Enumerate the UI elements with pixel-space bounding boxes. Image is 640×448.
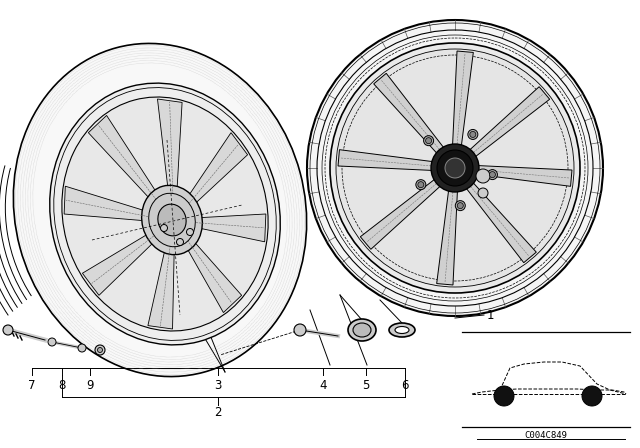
Circle shape bbox=[468, 129, 478, 139]
Text: 7: 7 bbox=[28, 379, 36, 392]
Text: 4: 4 bbox=[319, 379, 327, 392]
Polygon shape bbox=[436, 189, 458, 285]
Ellipse shape bbox=[141, 185, 202, 254]
Polygon shape bbox=[148, 237, 175, 329]
Text: 5: 5 bbox=[362, 379, 370, 392]
Circle shape bbox=[476, 169, 490, 183]
Text: 3: 3 bbox=[214, 379, 221, 392]
Polygon shape bbox=[468, 87, 550, 158]
Circle shape bbox=[307, 20, 603, 316]
Ellipse shape bbox=[389, 323, 415, 337]
Circle shape bbox=[490, 172, 495, 177]
Polygon shape bbox=[188, 214, 266, 242]
Polygon shape bbox=[452, 51, 474, 147]
Text: 2: 2 bbox=[214, 405, 221, 418]
Text: C004C849: C004C849 bbox=[525, 431, 568, 439]
Polygon shape bbox=[465, 182, 536, 263]
Text: 6: 6 bbox=[401, 379, 409, 392]
Polygon shape bbox=[88, 116, 164, 209]
Text: 9: 9 bbox=[86, 379, 93, 392]
Circle shape bbox=[416, 180, 426, 190]
Circle shape bbox=[336, 49, 574, 287]
Polygon shape bbox=[476, 165, 572, 186]
Polygon shape bbox=[182, 133, 248, 212]
Circle shape bbox=[418, 181, 424, 188]
Ellipse shape bbox=[348, 319, 376, 341]
Circle shape bbox=[177, 238, 184, 246]
Circle shape bbox=[330, 43, 580, 293]
Circle shape bbox=[294, 324, 306, 336]
Circle shape bbox=[470, 131, 476, 138]
Ellipse shape bbox=[158, 204, 186, 236]
Circle shape bbox=[582, 386, 602, 406]
Circle shape bbox=[424, 136, 434, 146]
Polygon shape bbox=[64, 186, 156, 222]
Circle shape bbox=[426, 138, 431, 144]
Circle shape bbox=[458, 202, 463, 209]
Text: 8: 8 bbox=[58, 379, 66, 392]
Ellipse shape bbox=[148, 193, 195, 247]
Circle shape bbox=[494, 386, 514, 406]
Ellipse shape bbox=[50, 83, 280, 345]
Circle shape bbox=[3, 325, 13, 335]
Text: 1: 1 bbox=[486, 309, 493, 322]
Polygon shape bbox=[157, 99, 182, 203]
Circle shape bbox=[95, 345, 105, 355]
Circle shape bbox=[97, 348, 102, 353]
Circle shape bbox=[161, 224, 168, 232]
Circle shape bbox=[455, 201, 465, 211]
Circle shape bbox=[78, 344, 86, 352]
Polygon shape bbox=[83, 228, 163, 295]
Polygon shape bbox=[338, 150, 434, 171]
Polygon shape bbox=[374, 73, 445, 154]
Circle shape bbox=[431, 144, 479, 192]
Ellipse shape bbox=[54, 88, 276, 340]
Ellipse shape bbox=[395, 327, 409, 333]
Circle shape bbox=[488, 170, 497, 180]
Polygon shape bbox=[360, 178, 442, 249]
Polygon shape bbox=[180, 232, 242, 313]
Circle shape bbox=[445, 158, 465, 178]
Ellipse shape bbox=[62, 97, 268, 331]
Circle shape bbox=[437, 150, 473, 186]
Circle shape bbox=[186, 228, 193, 236]
Ellipse shape bbox=[353, 323, 371, 337]
Circle shape bbox=[48, 338, 56, 346]
Ellipse shape bbox=[13, 43, 307, 377]
Circle shape bbox=[478, 188, 488, 198]
